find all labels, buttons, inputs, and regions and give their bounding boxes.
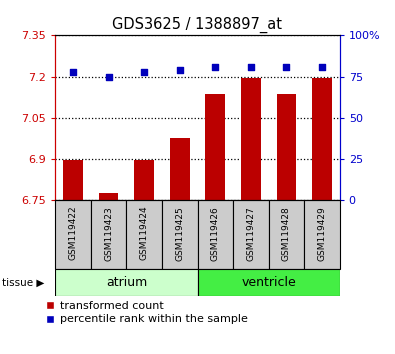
Text: GSM119429: GSM119429 [318, 206, 326, 261]
Bar [63, 160, 83, 200]
Bar [55, 200, 91, 269]
Bar [170, 138, 190, 200]
Text: GSM119424: GSM119424 [140, 206, 149, 261]
Point [177, 67, 183, 73]
Bar [198, 269, 340, 296]
Legend: transformed count, percentile rank within the sample: transformed count, percentile rank withi… [45, 301, 247, 325]
Text: GSM119422: GSM119422 [69, 206, 77, 261]
Bar [99, 193, 118, 200]
Bar [134, 160, 154, 200]
Bar [304, 200, 340, 269]
Text: tissue ▶: tissue ▶ [2, 277, 44, 287]
Text: ventricle: ventricle [241, 276, 296, 289]
Bar [55, 269, 198, 296]
Title: GDS3625 / 1388897_at: GDS3625 / 1388897_at [113, 16, 282, 33]
Bar [269, 200, 304, 269]
Point [141, 69, 147, 74]
Text: GSM119428: GSM119428 [282, 206, 291, 261]
Bar [312, 78, 332, 200]
Point [319, 64, 325, 69]
Bar [198, 200, 233, 269]
Bar [276, 95, 296, 200]
Bar [205, 95, 225, 200]
Point [105, 74, 112, 79]
Bar [162, 200, 198, 269]
Bar [91, 200, 126, 269]
Text: GSM119425: GSM119425 [175, 206, 184, 261]
Point [70, 69, 76, 74]
Point [212, 64, 218, 69]
Text: GSM119423: GSM119423 [104, 206, 113, 261]
Text: atrium: atrium [106, 276, 147, 289]
Point [248, 64, 254, 69]
Point [283, 64, 290, 69]
Bar [233, 200, 269, 269]
Text: GSM119426: GSM119426 [211, 206, 220, 261]
Bar [126, 200, 162, 269]
Text: GSM119427: GSM119427 [246, 206, 255, 261]
Bar [241, 78, 261, 200]
